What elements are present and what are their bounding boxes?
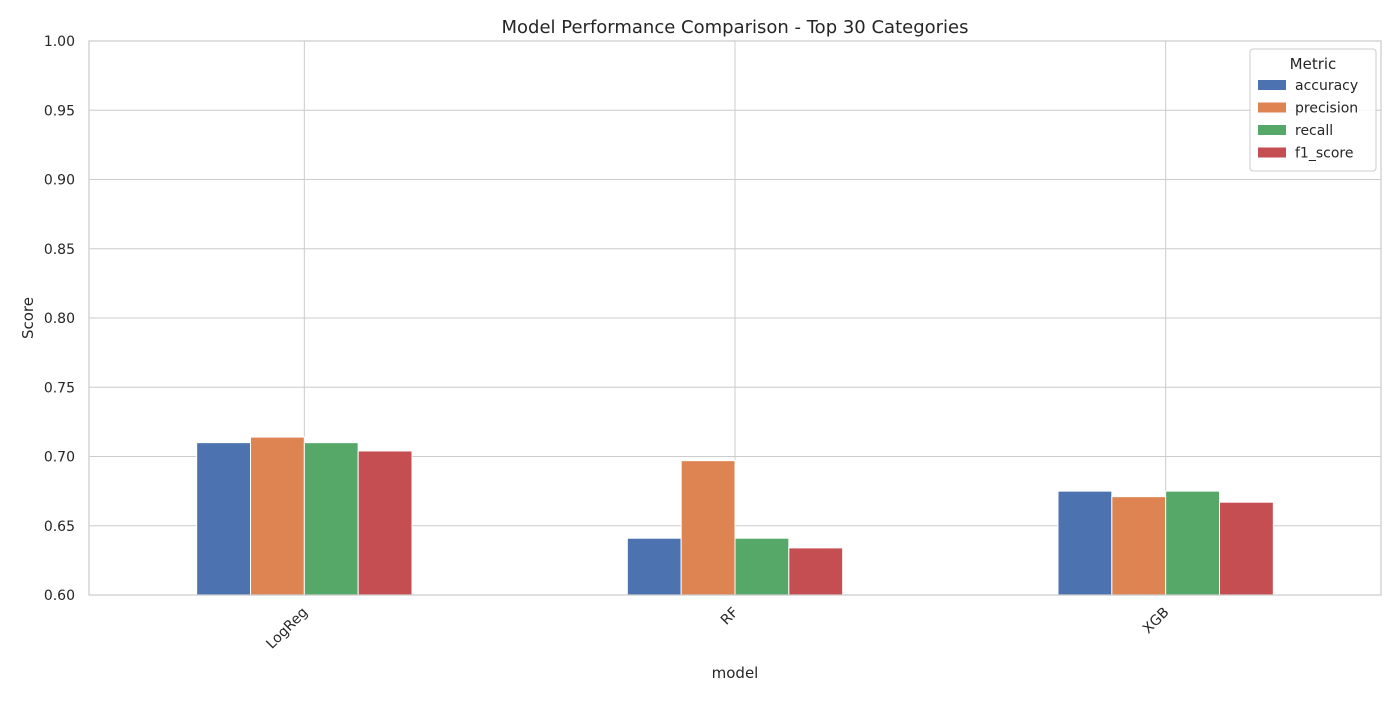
bar-recall-rf xyxy=(734,537,790,596)
bar-f1_score-xgb xyxy=(1219,501,1274,596)
legend: Metric accuracy precision recall f1_score xyxy=(1249,48,1377,172)
bar-precision-logreg xyxy=(250,436,305,596)
y-tick-label: 0.70 xyxy=(44,450,75,466)
x-tick-label: RF xyxy=(718,605,742,629)
y-tick-label: 0.95 xyxy=(44,103,75,119)
y-tick-label: 1.00 xyxy=(44,34,75,50)
legend-label-precision: precision xyxy=(1295,101,1358,117)
plot-frame xyxy=(88,40,1382,596)
bar-accuracy-logreg xyxy=(196,442,252,596)
legend-label-accuracy: accuracy xyxy=(1295,78,1358,94)
y-tick-label: 0.85 xyxy=(44,242,75,258)
x-tick-labels: LogReg RF XGB xyxy=(263,605,1172,653)
legend-swatch-accuracy xyxy=(1258,80,1286,90)
x-tick-label: XGB xyxy=(1140,605,1173,638)
bar-precision-rf xyxy=(680,460,736,596)
bar-recall-xgb xyxy=(1165,490,1220,596)
x-axis-label: model xyxy=(712,664,759,682)
legend-title: Metric xyxy=(1290,55,1337,73)
y-tick-label: 0.60 xyxy=(44,588,75,604)
y-axis-label: Score xyxy=(19,297,37,339)
bar-accuracy-rf xyxy=(626,537,682,596)
chart-title: Model Performance Comparison - Top 30 Ca… xyxy=(501,17,968,38)
bars-group xyxy=(196,436,1274,596)
legend-label-recall: recall xyxy=(1295,123,1333,139)
legend-swatch-recall xyxy=(1258,125,1286,135)
legend-swatch-f1_score xyxy=(1258,147,1286,158)
legend-box xyxy=(1249,48,1377,172)
y-tick-labels: 0.60 0.65 0.70 0.75 0.80 0.85 0.90 0.95 1.00 xyxy=(44,34,75,604)
bar-accuracy-xgb xyxy=(1057,490,1113,596)
y-tick-label: 0.90 xyxy=(44,173,75,189)
y-tick-label: 0.65 xyxy=(44,519,75,535)
y-tick-label: 0.80 xyxy=(44,311,75,327)
bar-f1_score-logreg xyxy=(357,450,413,596)
x-tick-label: LogReg xyxy=(263,605,311,653)
y-tick-label: 0.75 xyxy=(44,380,75,396)
bar-f1_score-rf xyxy=(788,547,844,596)
legend-label-f1_score: f1_score xyxy=(1295,146,1353,162)
bar-precision-xgb xyxy=(1111,496,1167,596)
bar-recall-logreg xyxy=(303,442,359,596)
legend-swatch-precision xyxy=(1258,102,1286,113)
